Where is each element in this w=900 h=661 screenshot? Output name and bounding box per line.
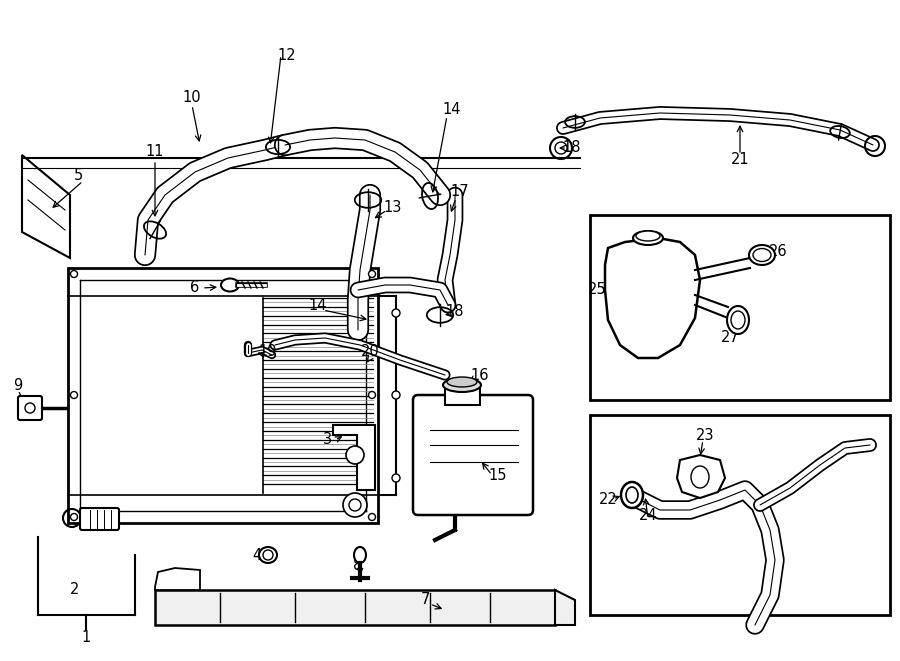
Text: 2: 2 (70, 582, 80, 598)
Text: 14: 14 (443, 102, 461, 118)
Text: 6: 6 (191, 280, 200, 295)
Text: 15: 15 (489, 467, 508, 483)
Circle shape (346, 446, 364, 464)
Circle shape (349, 499, 361, 511)
Text: 21: 21 (731, 153, 750, 167)
Polygon shape (605, 238, 700, 358)
Text: 16: 16 (471, 368, 490, 383)
Circle shape (368, 514, 375, 520)
Bar (590, 415, 890, 615)
Text: 22: 22 (598, 492, 617, 508)
Text: 17: 17 (451, 184, 469, 200)
Text: 27: 27 (721, 330, 740, 346)
Text: 1: 1 (81, 631, 91, 646)
Text: 4: 4 (252, 547, 262, 563)
Polygon shape (677, 455, 725, 498)
Circle shape (343, 493, 367, 517)
Polygon shape (155, 568, 200, 590)
Bar (155, 590, 555, 625)
Text: 10: 10 (183, 91, 202, 106)
FancyBboxPatch shape (80, 508, 119, 530)
Ellipse shape (727, 306, 749, 334)
Circle shape (368, 270, 375, 278)
Text: 11: 11 (146, 145, 164, 159)
Bar (68, 268, 378, 523)
Ellipse shape (753, 249, 771, 262)
Ellipse shape (621, 482, 643, 508)
Text: 9: 9 (14, 377, 22, 393)
Ellipse shape (443, 378, 481, 392)
Circle shape (70, 391, 77, 399)
Bar (590, 215, 890, 400)
Circle shape (392, 309, 400, 317)
Text: 8: 8 (354, 557, 363, 572)
Text: 13: 13 (383, 200, 402, 215)
Text: 7: 7 (420, 592, 429, 607)
FancyBboxPatch shape (18, 396, 42, 420)
Text: 19: 19 (259, 344, 277, 360)
Text: 18: 18 (562, 141, 581, 155)
Ellipse shape (691, 466, 709, 488)
Bar (445, 385, 480, 405)
Circle shape (368, 391, 375, 399)
Ellipse shape (626, 487, 638, 503)
Text: 14: 14 (309, 297, 328, 313)
Circle shape (392, 391, 400, 399)
Text: 25: 25 (588, 282, 607, 297)
Text: 12: 12 (278, 48, 296, 63)
Text: 3: 3 (323, 432, 333, 447)
Ellipse shape (636, 231, 660, 241)
Text: 23: 23 (696, 428, 715, 442)
Polygon shape (555, 590, 575, 625)
Ellipse shape (221, 278, 239, 292)
Text: 26: 26 (769, 245, 788, 260)
Text: 5: 5 (74, 167, 83, 182)
Text: 18: 18 (446, 305, 464, 319)
Ellipse shape (731, 311, 745, 329)
Text: 20: 20 (361, 344, 380, 360)
Ellipse shape (749, 245, 775, 265)
Polygon shape (333, 425, 375, 490)
Ellipse shape (259, 547, 277, 563)
Ellipse shape (633, 231, 663, 245)
Circle shape (70, 514, 77, 520)
Circle shape (392, 474, 400, 482)
Ellipse shape (354, 547, 366, 563)
Circle shape (70, 270, 77, 278)
Text: 24: 24 (639, 508, 657, 522)
FancyBboxPatch shape (413, 395, 533, 515)
Ellipse shape (447, 377, 477, 387)
